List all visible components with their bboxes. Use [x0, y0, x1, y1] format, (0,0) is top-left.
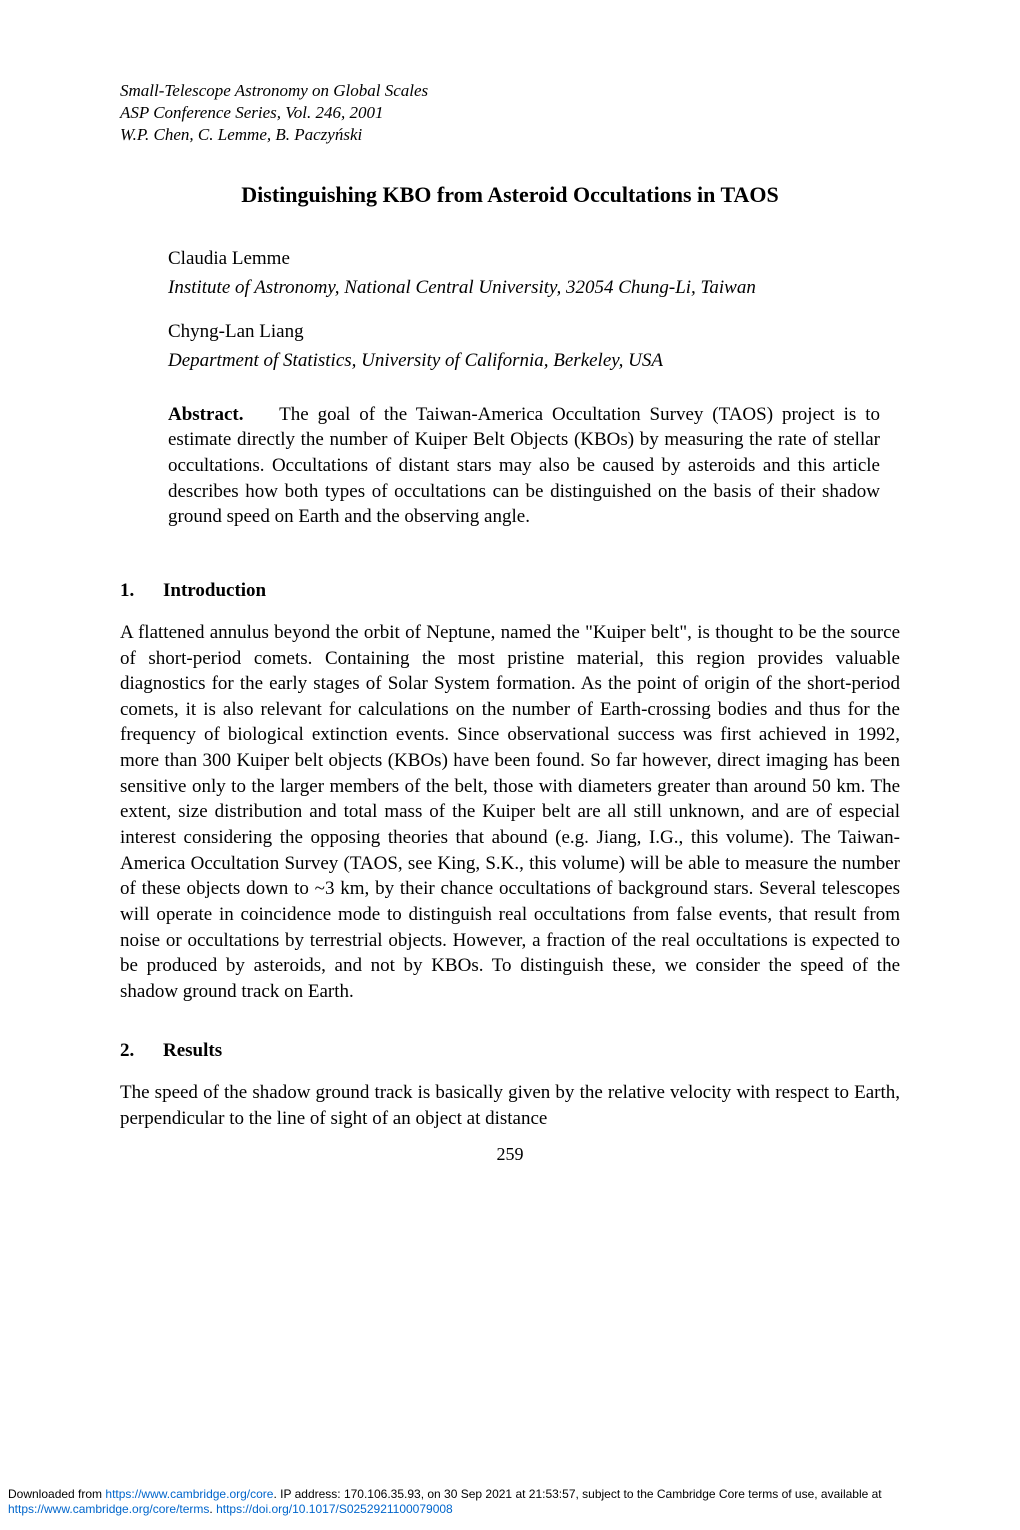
author-block-2: Chyng-Lan Liang Department of Statistics…: [168, 321, 900, 374]
header-line-3: W.P. Chen, C. Lemme, B. Paczyński: [120, 124, 900, 146]
conference-header: Small-Telescope Astronomy on Global Scal…: [120, 80, 900, 146]
abstract-text: The goal of the Taiwan-America Occultati…: [168, 404, 880, 528]
author-affiliation-2: Department of Statistics, University of …: [168, 349, 900, 374]
section-title-2: Results: [163, 1040, 222, 1061]
footer-link-2[interactable]: https://www.cambridge.org/core/terms: [8, 1502, 209, 1516]
footer-link-1[interactable]: https://www.cambridge.org/core: [105, 1487, 273, 1501]
header-line-2: ASP Conference Series, Vol. 246, 2001: [120, 102, 900, 124]
section-title-1: Introduction: [163, 580, 266, 601]
footer-link-3[interactable]: https://doi.org/10.1017/S025292110007900…: [216, 1502, 453, 1516]
abstract-label: Abstract.: [168, 404, 243, 425]
header-line-1: Small-Telescope Astronomy on Global Scal…: [120, 80, 900, 102]
section-heading-1: 1. Introduction: [120, 580, 900, 602]
footer-text-2: . IP address: 170.106.35.93, on 30 Sep 2…: [273, 1487, 881, 1501]
author-name-1: Claudia Lemme: [168, 248, 900, 270]
section-number-2: 2.: [120, 1040, 134, 1062]
author-name-2: Chyng-Lan Liang: [168, 321, 900, 343]
paper-title: Distinguishing KBO from Asteroid Occulta…: [160, 182, 860, 208]
page-number: 259: [120, 1144, 900, 1165]
footer-text-1: Downloaded from: [8, 1487, 105, 1501]
section-number-1: 1.: [120, 580, 134, 602]
section-heading-2: 2. Results: [120, 1040, 900, 1062]
author-affiliation-1: Institute of Astronomy, National Central…: [168, 276, 900, 301]
section-body-2: The speed of the shadow ground track is …: [120, 1080, 900, 1131]
abstract: Abstract. The goal of the Taiwan-America…: [168, 402, 880, 530]
section-body-1: A flattened annulus beyond the orbit of …: [120, 620, 900, 1005]
download-footer: Downloaded from https://www.cambridge.or…: [8, 1487, 1012, 1518]
author-block-1: Claudia Lemme Institute of Astronomy, Na…: [168, 248, 900, 301]
